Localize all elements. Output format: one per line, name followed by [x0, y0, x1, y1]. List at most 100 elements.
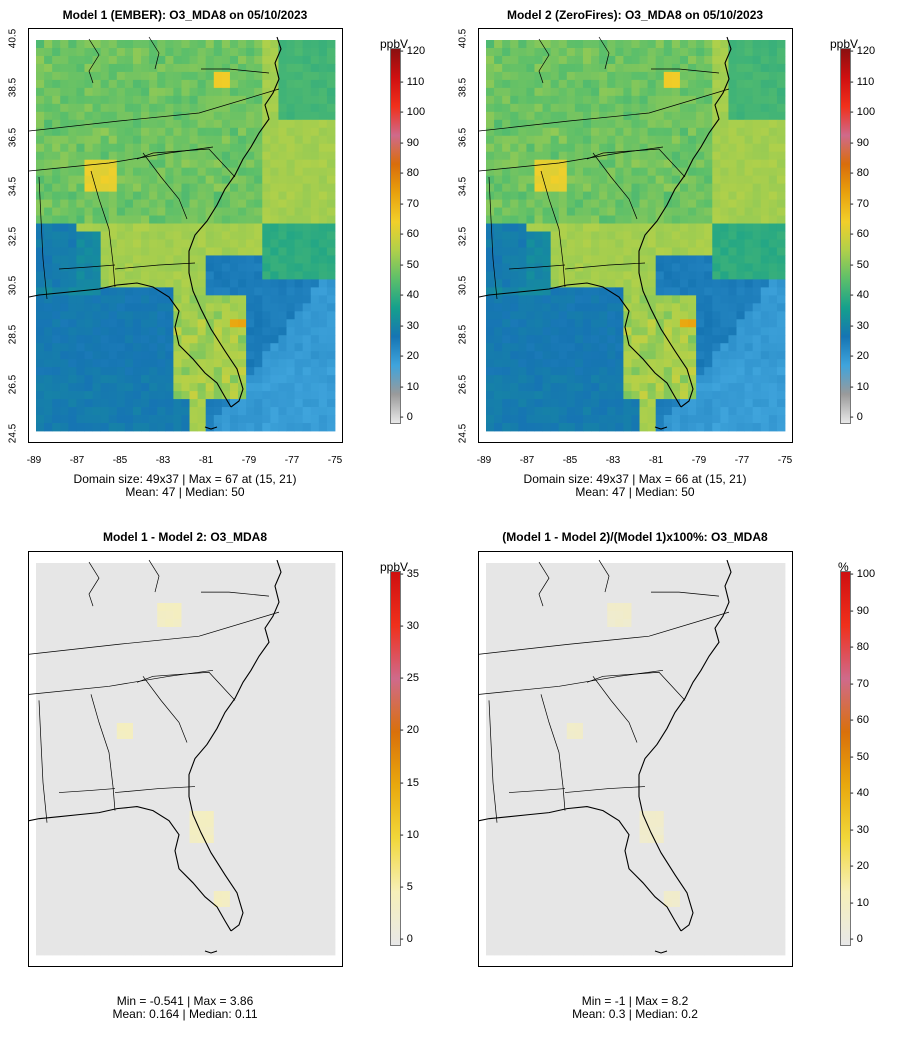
grid-cell — [518, 303, 527, 312]
grid-cell — [221, 327, 231, 336]
grid-cell — [744, 311, 754, 320]
grid-cell — [736, 175, 745, 185]
grid-cell — [318, 335, 328, 344]
grid-cell — [141, 40, 150, 49]
grid-cell — [84, 343, 93, 352]
grid-cell — [165, 175, 174, 185]
grid-cell — [679, 351, 689, 360]
grid-cell — [100, 159, 110, 169]
grid-cell — [542, 207, 552, 216]
grid-cell — [149, 287, 158, 296]
grid-cell — [542, 407, 552, 416]
grid-cell — [728, 423, 737, 432]
grid-cell — [84, 135, 93, 145]
grid-cell — [44, 55, 53, 65]
grid-cell — [270, 351, 279, 360]
grid-cell — [229, 595, 239, 604]
grid-cell — [518, 359, 527, 368]
grid-cell — [558, 375, 568, 384]
grid-cell — [262, 795, 271, 804]
grid-cell — [752, 151, 762, 161]
grid-cell — [262, 415, 271, 424]
grid-cell — [181, 55, 190, 65]
state-border — [148, 36, 160, 70]
grid-cell — [157, 407, 166, 416]
grid-cell — [205, 627, 215, 636]
grid-cell — [558, 175, 568, 185]
grid-cell — [132, 71, 142, 81]
grid-cell — [623, 215, 632, 224]
grid-cell — [744, 407, 754, 416]
grid-cell — [486, 303, 495, 312]
grid-cell — [286, 295, 295, 304]
grid-cell — [486, 79, 495, 89]
grid-cell — [108, 271, 118, 280]
grid-cell — [213, 739, 223, 748]
grid-cell — [494, 231, 503, 240]
grid-cell — [599, 71, 608, 81]
grid-cell — [262, 611, 271, 620]
grid-cell — [688, 423, 697, 432]
grid-cell — [671, 247, 681, 256]
grid-cell — [100, 731, 110, 740]
grid-cell — [486, 119, 495, 129]
grid-cell — [278, 55, 287, 65]
grid-cell — [566, 295, 576, 304]
grid-cell — [197, 279, 207, 288]
grid-cell — [221, 167, 231, 177]
grid-cell — [68, 87, 77, 97]
grid-cell — [60, 563, 69, 572]
grid-cell — [728, 191, 737, 200]
grid-cell — [205, 699, 215, 708]
grid-cell — [270, 803, 279, 812]
grid-cell — [246, 287, 255, 296]
grid-cell — [165, 159, 174, 169]
grid-cell — [696, 55, 705, 65]
grid-cell — [116, 255, 126, 264]
grid-cell — [100, 619, 110, 628]
grid-cell — [720, 215, 729, 224]
grid-cell — [100, 587, 110, 596]
grid-cell — [688, 167, 697, 177]
grid-cell — [776, 159, 786, 169]
grid-cell — [68, 731, 77, 740]
grid-cell — [197, 755, 207, 764]
longitude-tick-label: -77 — [734, 455, 750, 466]
grid-cell — [294, 367, 304, 376]
grid-cell — [229, 779, 239, 788]
grid-cell — [286, 683, 295, 692]
grid-cell — [262, 659, 271, 668]
grid-cell — [36, 399, 45, 408]
grid-cell — [671, 135, 681, 145]
grid-cell — [776, 295, 786, 304]
grid-cell — [84, 367, 93, 376]
grid-cell — [108, 651, 118, 660]
grid-cell — [574, 351, 584, 360]
grid-cell — [116, 303, 126, 312]
grid-cell — [116, 295, 126, 304]
grid-cell — [663, 239, 673, 248]
grid-cell — [124, 367, 134, 376]
grid-cell — [124, 71, 134, 81]
grid-cell — [141, 795, 150, 804]
grid-cell — [116, 151, 126, 161]
grid-cell — [44, 151, 53, 161]
grid-cell — [181, 335, 190, 344]
grid-cell — [534, 423, 543, 432]
grid-cell — [688, 191, 697, 200]
grid-cell — [510, 47, 519, 57]
grid-cell — [494, 415, 503, 424]
grid-cell — [582, 111, 592, 121]
grid-cell — [744, 183, 754, 193]
grid-cell — [238, 787, 247, 796]
grid-cell — [534, 63, 543, 73]
grid-cell — [582, 311, 592, 320]
grid-cell — [132, 747, 142, 756]
grid-cell — [100, 795, 110, 804]
state-border — [564, 262, 646, 270]
grid-cell — [647, 375, 657, 384]
grid-cell — [92, 563, 102, 572]
grid-cell — [76, 79, 85, 89]
grid-cell — [246, 383, 255, 392]
grid-cell — [760, 95, 770, 105]
